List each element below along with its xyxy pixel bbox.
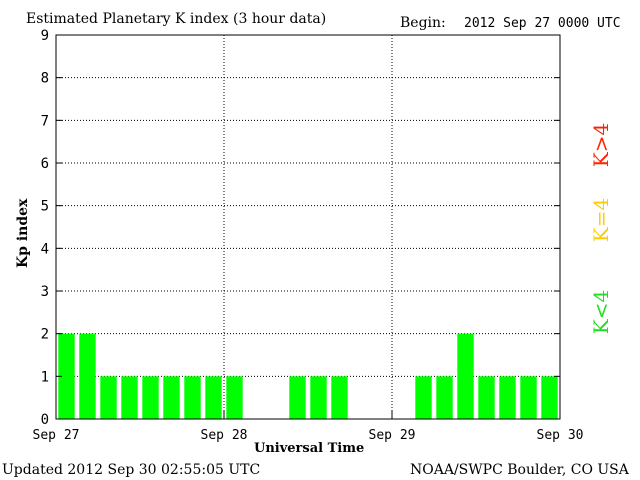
kp-bar — [289, 376, 306, 419]
begin-value: 2012 Sep 27 0000 UTC — [464, 16, 621, 31]
y-axis-label: Kp index — [15, 198, 31, 268]
x-tick-label: Sep 27 — [33, 428, 80, 443]
x-tick-label: Sep 30 — [537, 428, 584, 443]
plot-frame — [55, 34, 561, 420]
y-tick-label: 3 — [41, 284, 49, 300]
y-tick-label: 4 — [41, 241, 49, 257]
kp-bar — [499, 376, 516, 419]
kp-bar — [478, 376, 495, 419]
updated-text: Updated 2012 Sep 30 02:55:05 UTC — [2, 462, 260, 478]
kp-bar — [142, 376, 159, 419]
y-axis-ticks: 0 1 2 3 4 5 6 7 8 9 — [41, 28, 560, 428]
legend-entry: K<4 — [589, 290, 613, 334]
chart-title: Estimated Planetary K index (3 hour data… — [26, 11, 326, 27]
kp-bar — [457, 333, 474, 419]
legend-entry: K>4 — [589, 123, 613, 167]
kp-bar — [436, 376, 453, 419]
kp-bar — [121, 376, 138, 419]
x-axis-ticks: Sep 27 Sep 28 Sep 29 Sep 30 — [33, 411, 584, 443]
y-tick-label: 1 — [41, 369, 49, 385]
kp-bar — [184, 376, 201, 419]
bars-group — [58, 333, 558, 419]
kp-bar — [226, 376, 243, 419]
legend-entry: K=4 — [589, 198, 613, 242]
legend: K<4 K=4 K>4 — [589, 123, 613, 334]
begin-label: Begin: — [400, 15, 446, 31]
y-tick-label: 0 — [41, 412, 49, 428]
kp-bar — [205, 376, 222, 419]
kp-bar — [58, 333, 75, 419]
x-tick-label: Sep 28 — [201, 428, 248, 443]
y-tick-label: 8 — [41, 71, 49, 87]
y-tick-label: 9 — [41, 28, 49, 44]
kp-bar — [520, 376, 537, 419]
grid-lines — [56, 35, 560, 419]
x-tick-label: Sep 29 — [369, 428, 416, 443]
kp-bar — [331, 376, 348, 419]
kp-bar — [100, 376, 117, 419]
y-tick-label: 5 — [41, 199, 49, 215]
kp-bar — [310, 376, 327, 419]
x-axis-label: Universal Time — [254, 441, 364, 456]
kp-bar — [163, 376, 180, 419]
kp-bar — [79, 333, 96, 419]
y-tick-label: 7 — [41, 113, 49, 129]
kp-bar — [541, 376, 558, 419]
y-tick-label: 2 — [41, 327, 49, 343]
y-tick-label: 6 — [41, 156, 49, 172]
credit-text: NOAA/SWPC Boulder, CO USA — [410, 462, 630, 478]
kp-bar — [415, 376, 432, 419]
